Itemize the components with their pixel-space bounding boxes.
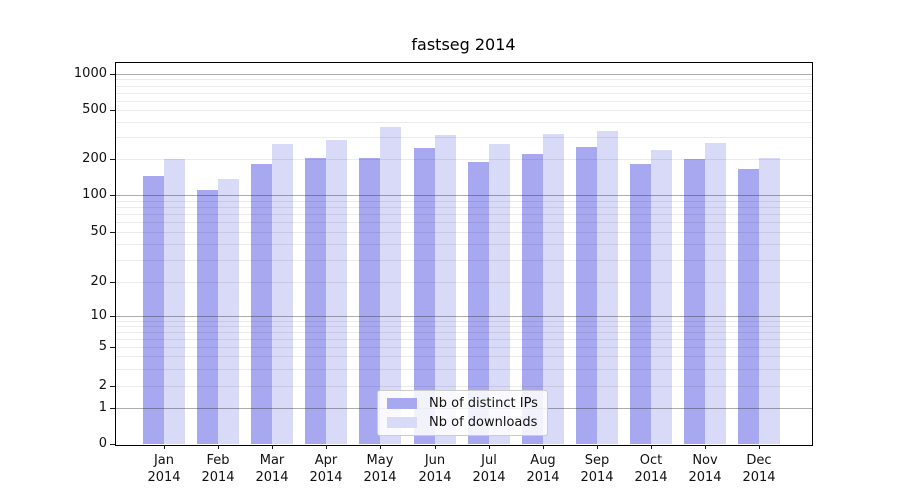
y-tick-label-1: 1: [98, 400, 107, 415]
bar-downloads-dec: [759, 158, 780, 444]
x-tick-mark-jan: [164, 445, 165, 449]
x-tick-mark-may: [380, 445, 381, 449]
legend-label-distinct-ips: Nb of distinct IPs: [429, 396, 538, 411]
bar-downloads-jan: [164, 159, 185, 444]
x-tick-mark-jul: [489, 445, 490, 449]
bar-downloads-oct: [651, 150, 672, 444]
y-tick-label-1000: 1000: [73, 66, 107, 81]
legend-row-downloads: Nb of downloads: [378, 415, 547, 430]
x-tick-mark-mar: [272, 445, 273, 449]
y-tick-label-500: 500: [82, 102, 107, 117]
gridline-minor-300: [115, 137, 812, 138]
bar-downloads-jun: [435, 135, 456, 444]
x-tick-label-may: May 2014: [363, 453, 397, 485]
bar-distinct-ips-jan: [143, 176, 164, 444]
x-tick-label-sep: Sep 2014: [580, 453, 614, 485]
gridline-minor-900: [115, 79, 812, 80]
y-tick-label-2: 2: [98, 378, 107, 393]
x-tick-label-jul: Jul 2014: [472, 453, 506, 485]
bar-distinct-ips-mar: [251, 164, 272, 444]
bar-distinct-ips-jun: [414, 148, 435, 444]
bar-distinct-ips-sep: [576, 147, 597, 444]
x-tick-label-dec: Dec 2014: [742, 453, 776, 485]
x-tick-label-jan: Jan 2014: [147, 453, 181, 485]
gridline-major-1000: [115, 74, 812, 75]
bar-downloads-apr: [326, 140, 347, 444]
bar-distinct-ips-may: [359, 158, 380, 444]
y-tick-label-5: 5: [98, 339, 107, 354]
legend-label-downloads: Nb of downloads: [429, 415, 538, 430]
y-tick-mark-10: [110, 316, 115, 317]
y-tick-mark-0: [110, 444, 115, 445]
x-tick-label-mar: Mar 2014: [255, 453, 289, 485]
x-tick-mark-aug: [543, 445, 544, 449]
legend-swatch-downloads: [387, 417, 417, 428]
bar-distinct-ips-aug: [522, 154, 543, 444]
bar-downloads-sep: [597, 131, 618, 444]
y-tick-mark-200: [110, 159, 115, 160]
x-tick-mark-jun: [435, 445, 436, 449]
y-tick-mark-1000: [110, 74, 115, 75]
x-tick-mark-dec: [759, 445, 760, 449]
chart-title: fastseg 2014: [411, 35, 516, 54]
bar-downloads-jul: [489, 144, 510, 444]
bar-distinct-ips-jul: [468, 162, 489, 444]
gridline-minor-700: [115, 93, 812, 94]
bar-downloads-mar: [272, 144, 293, 444]
bar-distinct-ips-nov: [684, 159, 705, 444]
x-tick-mark-apr: [326, 445, 327, 449]
y-tick-mark-5: [110, 347, 115, 348]
gridline-minor-500: [115, 110, 812, 111]
x-tick-mark-feb: [218, 445, 219, 449]
y-tick-mark-100: [110, 195, 115, 196]
bar-downloads-aug: [543, 134, 564, 444]
bar-distinct-ips-oct: [630, 164, 651, 444]
legend-swatch-distinct-ips: [387, 398, 417, 409]
legend-row-distinct-ips: Nb of distinct IPs: [378, 396, 547, 411]
bar-distinct-ips-apr: [305, 158, 326, 444]
y-tick-mark-50: [110, 232, 115, 233]
y-tick-mark-2: [110, 386, 115, 387]
gridline-minor-800: [115, 86, 812, 87]
y-tick-label-10: 10: [90, 308, 107, 323]
bar-downloads-feb: [218, 179, 239, 444]
x-tick-label-feb: Feb 2014: [201, 453, 235, 485]
y-tick-label-0: 0: [98, 436, 107, 451]
y-tick-label-50: 50: [90, 224, 107, 239]
x-tick-mark-sep: [597, 445, 598, 449]
y-tick-mark-1: [110, 408, 115, 409]
bar-downloads-may: [380, 127, 401, 444]
y-tick-label-100: 100: [82, 187, 107, 202]
gridline-minor-400: [115, 122, 812, 123]
x-tick-label-nov: Nov 2014: [688, 453, 722, 485]
x-tick-mark-nov: [705, 445, 706, 449]
bar-downloads-nov: [705, 143, 726, 444]
x-tick-label-apr: Apr 2014: [309, 453, 343, 485]
y-tick-label-200: 200: [82, 151, 107, 166]
bar-distinct-ips-dec: [738, 169, 759, 444]
y-tick-label-20: 20: [90, 274, 107, 289]
x-tick-label-jun: Jun 2014: [418, 453, 452, 485]
x-tick-mark-oct: [651, 445, 652, 449]
plot-area: [115, 62, 812, 445]
x-tick-label-oct: Oct 2014: [634, 453, 668, 485]
legend: Nb of distinct IPs Nb of downloads: [377, 390, 548, 436]
bar-distinct-ips-feb: [197, 190, 218, 444]
y-tick-mark-500: [110, 110, 115, 111]
y-tick-mark-20: [110, 282, 115, 283]
gridline-minor-600: [115, 101, 812, 102]
x-tick-label-aug: Aug 2014: [526, 453, 560, 485]
